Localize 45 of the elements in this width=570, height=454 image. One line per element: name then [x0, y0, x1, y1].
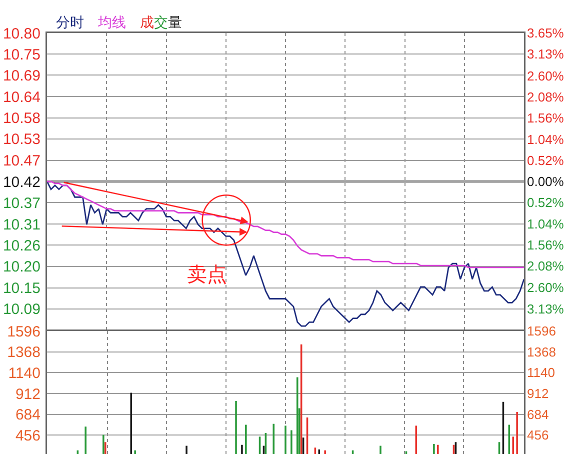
y-tick-label: 10.31 [2, 216, 40, 234]
y-tick-label: 1140 [8, 364, 40, 382]
y2-tick-label: 1140 [527, 365, 555, 380]
annotation: 卖点 [187, 264, 227, 286]
y-tick-label: 10.75 [2, 46, 40, 64]
y-tick-label: 10.47 [2, 152, 40, 170]
y2-tick-label: 2.08% [527, 89, 564, 104]
y-tick-label: 912 [15, 386, 40, 403]
y2-tick-label: 3.65% [527, 26, 564, 41]
y2-tick-label: 3.13% [527, 46, 564, 62]
y-tick-label: 10.42 [2, 174, 40, 191]
y-tick-label: 10.15 [2, 280, 40, 298]
y2-tick-label: 0.52% [527, 195, 564, 210]
y-tick-label: 684 [15, 406, 40, 424]
text: 分时 [56, 14, 84, 30]
y2-tick-label: 1368 [527, 344, 556, 360]
y2-tick-label: 2.60% [527, 68, 564, 84]
y2-tick-label: 0.00% [527, 174, 564, 190]
y2-tick-label: 2.08% [527, 258, 564, 274]
y2-tick-label: 912 [527, 386, 549, 402]
y2-tick-label: 1.56% [527, 238, 564, 253]
y2-tick-label: 1.04% [527, 216, 564, 232]
y-tick-label: 10.64 [2, 88, 40, 106]
y-tick-label: 10.80 [2, 25, 40, 42]
y2-tick-label: 1.56% [527, 110, 564, 126]
y-tick-label: 10.20 [2, 258, 40, 276]
text: 均线 [98, 14, 126, 30]
y-tick-label: 10.37 [2, 194, 40, 212]
y-tick-label: 10.58 [2, 110, 40, 128]
line-series [47, 180, 524, 327]
y2-tick-label: 0.52% [527, 152, 564, 168]
y2-tick-label: 2.60% [527, 280, 564, 295]
y2-tick-label: 1596 [527, 324, 556, 339]
text: 成交量 [140, 14, 182, 30]
y-tick-label: 10.69 [2, 67, 40, 84]
y-tick-label: 10.26 [2, 237, 40, 254]
y2-tick-label: 1.04% [527, 132, 564, 147]
y-tick-label: 456 [15, 427, 40, 444]
y-tick-label: 1596 [7, 323, 40, 340]
y2-tick-label: 456 [527, 428, 549, 443]
y-tick-label: 1368 [7, 344, 40, 362]
y2-tick-label: 3.13% [527, 301, 564, 316]
y-tick-label: 10.53 [2, 131, 40, 148]
y2-tick-label: 684 [527, 406, 549, 422]
y-tick-label: 10.09 [2, 301, 40, 318]
